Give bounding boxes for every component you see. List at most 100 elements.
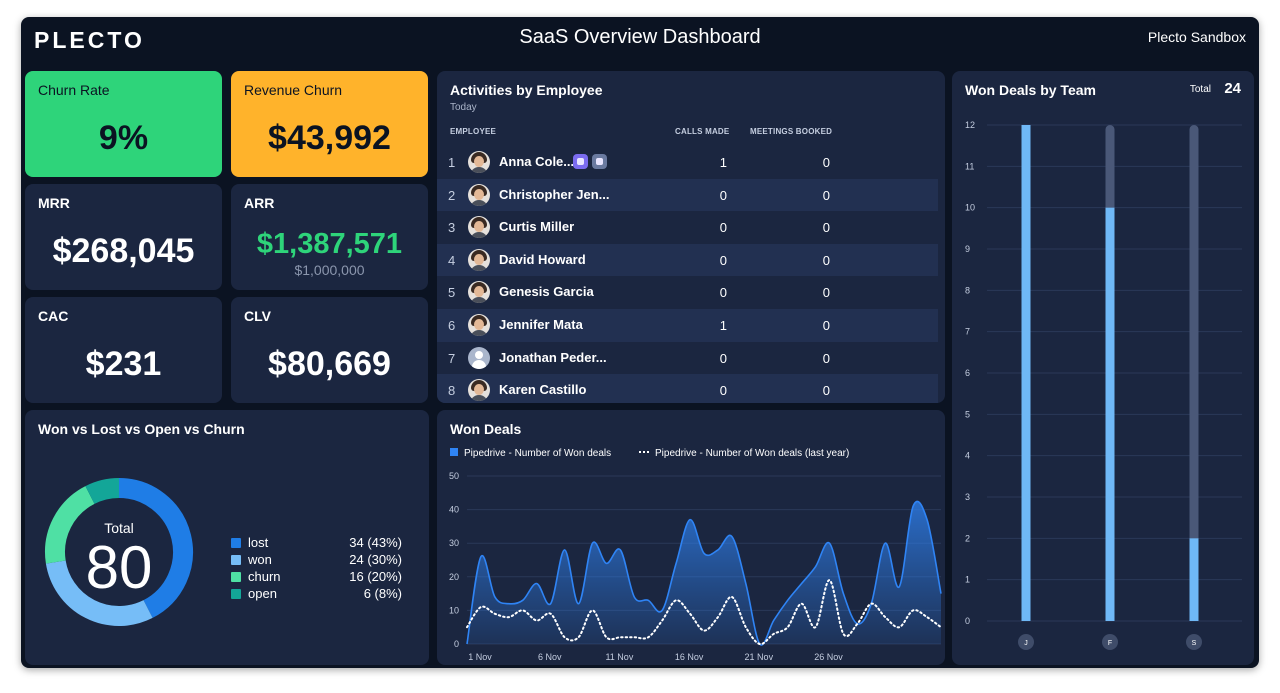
mrr-tile[interactable]: MRR $268,045 — [25, 184, 222, 290]
column-header-calls[interactable]: CALLS MADE — [675, 127, 730, 136]
activities-tile[interactable]: Activities by Employee Today EMPLOYEE CA… — [437, 71, 945, 403]
team-avatar-icon[interactable] — [1102, 634, 1118, 650]
dashboard-title: SaaS Overview Dashboard — [519, 26, 761, 48]
won-deals-last-year-line[interactable] — [466, 579, 942, 646]
team-avatar-icon[interactable] — [1018, 634, 1034, 650]
activities-title: Activities by Employee — [450, 82, 603, 98]
won-deals-line[interactable] — [466, 500, 942, 646]
y-tick-label: 10 — [965, 203, 975, 213]
donut-segment-churn[interactable] — [45, 486, 95, 564]
achievement-badge-icon[interactable] — [573, 154, 588, 169]
cac-label: CAC — [38, 308, 69, 324]
won-lost-open-churn-tile[interactable]: Won vs Lost vs Open vs Churn Total 80 lo… — [25, 410, 429, 665]
table-row[interactable]: 2 Christopher Jen... 0 0 — [437, 178, 938, 212]
revenue-churn-tile[interactable]: Revenue Churn $43,992 — [231, 71, 428, 177]
legend-value: 16 (20%) — [349, 569, 402, 584]
meetings-booked-value: 0 — [822, 285, 830, 301]
plecto-logo: PLECTO — [34, 27, 145, 53]
table-row[interactable]: 3 Curtis Miller 0 0 — [437, 211, 938, 244]
column-header-meetings[interactable]: MEETINGS BOOKED — [750, 127, 833, 136]
donut-segment-open[interactable] — [85, 478, 120, 505]
team-bar-track — [1189, 125, 1199, 621]
avatar — [468, 379, 490, 402]
avatar — [468, 314, 490, 336]
x-tick-label: 1 Nov — [468, 652, 492, 662]
legend-item-won[interactable]: won 24 (30%) — [231, 552, 402, 568]
y-tick-label: 30 — [449, 538, 459, 548]
y-tick-label: 40 — [449, 505, 459, 515]
donut-segment-lost[interactable] — [118, 478, 193, 618]
legend-item-open[interactable]: open 6 (8%) — [231, 586, 402, 602]
row-rank: 4 — [448, 252, 456, 268]
donut-chart — [45, 478, 193, 626]
revenue-churn-label: Revenue Churn — [244, 82, 343, 98]
row-rank: 5 — [448, 285, 456, 301]
y-tick-label: 8 — [965, 285, 970, 295]
team-avatar-icon[interactable] — [1186, 634, 1202, 650]
employee-name: Jonathan Peder... — [499, 349, 607, 365]
meetings-booked-value: 0 — [822, 220, 830, 236]
won-deals-title: Won Deals — [450, 421, 522, 437]
legend-won-deals[interactable]: Pipedrive - Number of Won deals — [450, 448, 611, 459]
y-tick-label: 9 — [965, 244, 970, 254]
legend-value: 34 (43%) — [349, 535, 402, 550]
legend-won-deals-label: Pipedrive - Number of Won deals — [464, 448, 612, 459]
donut-center-label: Total — [104, 520, 134, 536]
employee-name: David Howard — [499, 251, 586, 267]
calls-made-value: 0 — [719, 220, 727, 236]
activities-subtitle: Today — [450, 102, 477, 113]
legend-dotted-line-icon — [639, 451, 649, 453]
avatar — [468, 183, 490, 206]
legend-label: churn — [248, 569, 281, 584]
won-deals-by-team-tile[interactable]: Won Deals by Team Total 24 0 1 2 3 4 5 6 7 8 9 10 1… — [952, 71, 1254, 665]
y-tick-label: 6 — [965, 368, 970, 378]
clv-tile[interactable]: CLV $80,669 — [231, 297, 428, 403]
x-tick-label: 16 Nov — [675, 652, 704, 662]
team-label: J — [1024, 640, 1028, 647]
legend-swatch — [231, 589, 241, 599]
table-row[interactable]: 5 Genesis Garcia 0 0 — [437, 276, 938, 309]
calls-made-value: 1 — [719, 318, 727, 333]
donut-segment-won[interactable] — [45, 560, 153, 626]
y-tick-label: 11 — [965, 161, 974, 171]
table-row[interactable]: 7 Jonathan Peder... 0 0 — [437, 342, 938, 375]
y-tick-label: 50 — [449, 471, 459, 481]
employee-name: Curtis Miller — [499, 219, 575, 235]
employee-name: Christopher Jen... — [499, 186, 610, 202]
legend-label: won — [248, 552, 272, 567]
legend-won-deals-last-year[interactable]: Pipedrive - Number of Won deals (last ye… — [639, 448, 849, 459]
legend-item-churn[interactable]: churn 16 (20%) — [231, 569, 402, 585]
legend-swatch — [231, 572, 241, 582]
churn-rate-tile[interactable]: Churn Rate 9% — [25, 71, 222, 177]
employee-name: Anna Cole... — [499, 154, 575, 169]
clv-value: $80,669 — [268, 345, 391, 383]
shield-badge-icon[interactable] — [592, 154, 607, 169]
team-bar[interactable] — [1189, 538, 1199, 621]
team-bar[interactable] — [1105, 207, 1115, 621]
churn-rate-value: 9% — [98, 119, 149, 157]
column-header-employee[interactable]: EMPLOYEE — [450, 127, 497, 136]
meetings-booked-value: 0 — [822, 187, 830, 203]
cac-tile[interactable]: CAC $231 — [25, 297, 222, 403]
table-row[interactable]: 1 Anna Cole... 1 0 — [437, 146, 938, 179]
x-tick-label: 26 Nov — [814, 652, 843, 662]
team-bar[interactable] — [1021, 125, 1031, 621]
avatar — [468, 248, 490, 271]
table-row[interactable]: 6 Jennifer Mata 1 0 — [437, 309, 938, 342]
won-deals-tile[interactable]: Won Deals Pipedrive - Number of Won deal… — [437, 410, 945, 665]
y-tick-label: 2 — [965, 533, 970, 543]
legend-item-lost[interactable]: lost 34 (43%) — [231, 535, 402, 551]
meetings-booked-value: 0 — [822, 350, 830, 366]
team-label: F — [1108, 640, 1112, 647]
mrr-label: MRR — [38, 195, 70, 211]
arr-tile[interactable]: ARR $1,387,571 $1,000,000 — [231, 184, 428, 290]
account-name[interactable]: Plecto Sandbox — [1147, 29, 1246, 45]
legend-label: open — [248, 586, 277, 601]
row-rank: 6 — [448, 318, 456, 333]
won-deals-area-chart: 0 10 20 30 40 50 1 Nov 6 Nov 11 Nov 16 Nov 21 Nov 2… — [449, 471, 942, 662]
team-label: S — [1192, 640, 1197, 647]
calls-made-value: 0 — [719, 187, 727, 203]
table-row[interactable]: 4 David Howard 0 0 — [437, 243, 938, 277]
table-row[interactable]: 8 Karen Castillo 0 0 — [437, 374, 938, 403]
